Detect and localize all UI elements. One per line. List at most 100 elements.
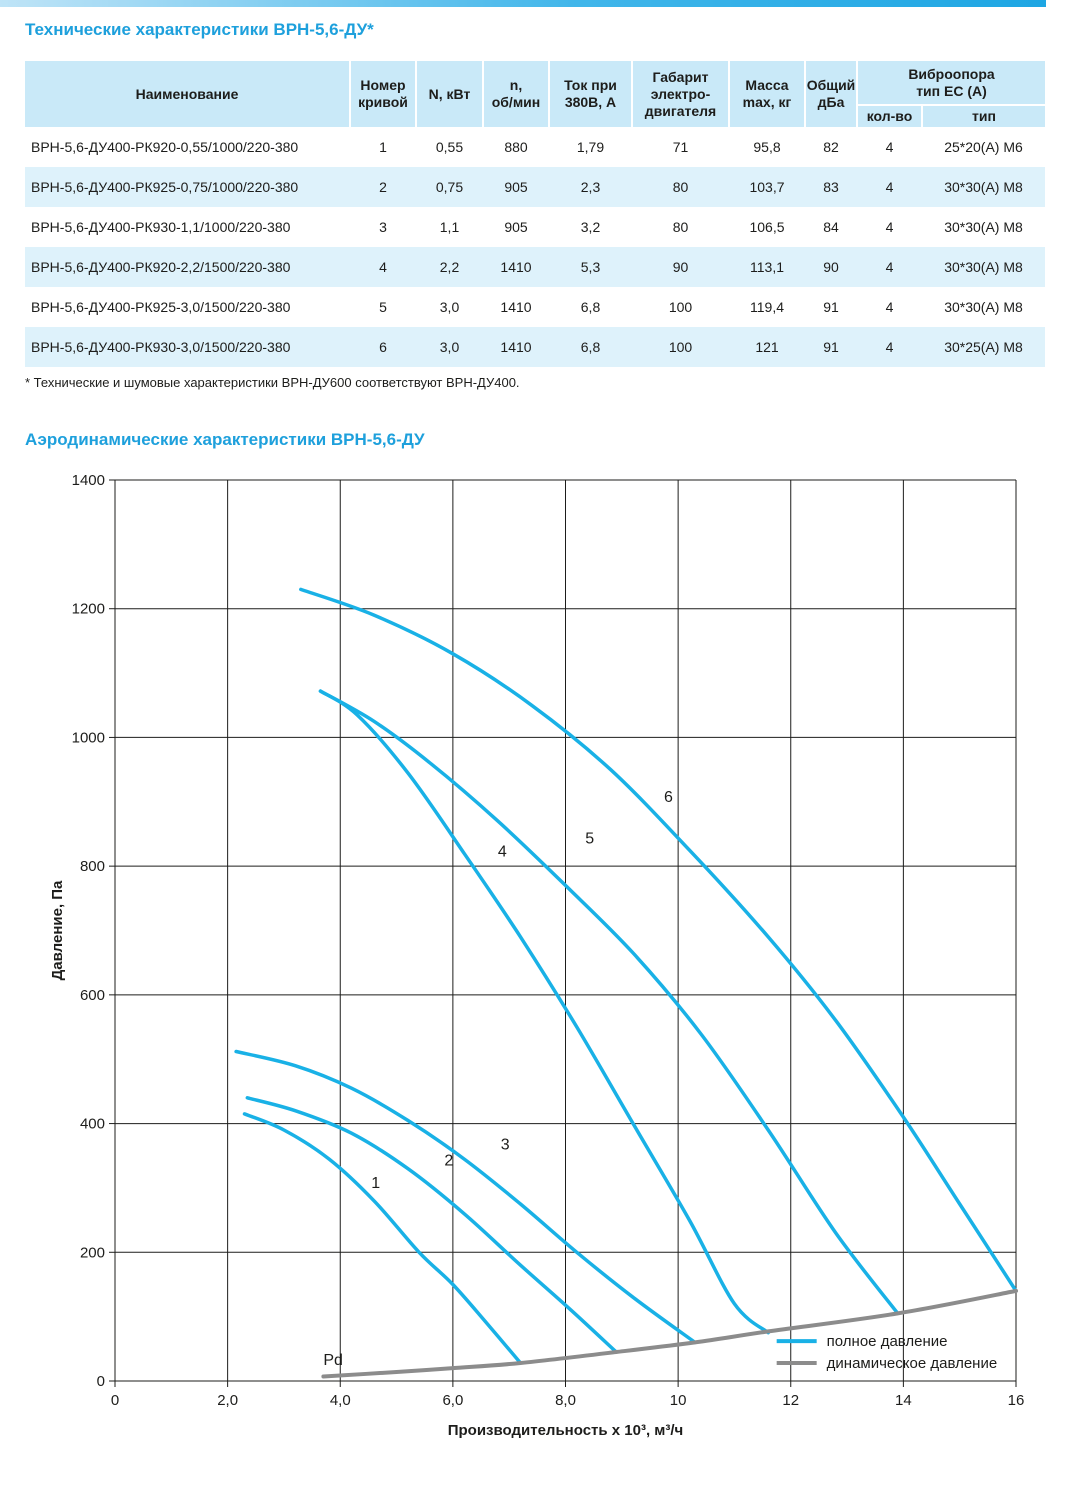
table-row: ВРН-5,6-ДУ400-РК930-3,0/1500/220-380 6 3,0… [25,327,1045,367]
x-tick-label: 6,0 [442,1392,463,1409]
th-frame-3: двигателя [644,102,717,119]
th-curve-1: Номер [360,77,406,93]
th-current-2: 380В, А [564,94,617,110]
row-value-cell: 1,1 [439,219,460,235]
row-name-cell: ВРН-5,6-ДУ400-РК920-0,55/1000/220-380 [31,139,299,155]
y-tick-label: 1200 [72,601,105,618]
row-value-cell: 6,8 [549,327,632,367]
table-row: ВРН-5,6-ДУ400-РК920-2,2/1500/220-380 4 2,2… [25,247,1045,287]
x-axis-label: Производительность х 10³, м³/ч [448,1422,684,1439]
row-value-cell: 2,2 [416,247,483,287]
curve-label: 6 [664,789,673,806]
row-value-cell: 4 [857,327,922,367]
row-value-cell: 3,0 [439,299,460,315]
pressure-curve-4 [318,689,770,1335]
table-row: ВРН-5,6-ДУ400-РК920-0,55/1000/220-380 1 0,… [25,127,1045,167]
th-vib-qty: кол-во [856,104,922,127]
row-name-cell: ВРН-5,6-ДУ400-РК930-1,1/1000/220-380 [31,219,291,235]
row-value-cell: 90 [805,247,857,287]
x-tick-label: 10 [670,1392,687,1409]
pressure-curve-6 [299,587,1018,1293]
th-power: N, кВт [415,61,483,127]
th-noise: Общий дБа [804,61,857,127]
x-tick-label: 0 [111,1392,119,1409]
y-axis-label: Давление, Па [49,880,66,980]
row-value-cell: 84 [823,219,839,235]
th-curve: Номер кривой [349,61,416,127]
th-vib-2: тип ЕС (А) [916,82,987,99]
th-mass: Масса max, кг [728,61,805,127]
row-value-cell: 100 [668,299,693,315]
row-value-cell: 82 [823,139,839,155]
top-accent-bar [0,0,1046,7]
th-current-1: Ток при [564,77,617,93]
row-value-cell: 25*20(А) М6 [944,139,1023,155]
row-value-cell: 4 [885,139,894,155]
row-value-cell: 30*30(А) М8 [944,219,1023,235]
row-value-cell: 30*30(А) М8 [922,167,1045,207]
row-value-cell: 905 [483,167,549,207]
th-name: Наименование [25,61,350,127]
row-value-cell: 1,79 [576,139,605,155]
table-row: ВРН-5,6-ДУ400-РК925-3,0/1500/220-380 5 3,0… [25,287,1045,327]
pressure-curve-3 [234,1049,697,1345]
row-value-cell: 4 [350,247,416,287]
th-rpm: n, об/мин [482,61,549,127]
page-title: Технические характеристики ВРН-5,6-ДУ* [25,20,374,39]
row-value-cell: 3 [379,219,387,235]
row-name-cell: ВРН-5,6-ДУ400-РК925-3,0/1500/220-380 [31,299,291,315]
row-value-cell: 0,55 [435,139,464,155]
row-value-cell: 4 [885,219,894,235]
row-name-cell: ВРН-5,6-ДУ400-РК925-0,75/1000/220-380 [25,167,350,207]
th-current: Ток при 380В, А [548,61,632,127]
row-value-cell: 80 [632,167,729,207]
curve-label: 3 [501,1136,510,1153]
row-value-cell: 5,3 [549,247,632,287]
curve-label: 1 [371,1175,380,1192]
th-frame-2: электро- [650,85,711,102]
row-value-cell: 91 [805,327,857,367]
pressure-curve-1 [242,1112,523,1365]
row-value-cell: 3,0 [416,327,483,367]
table-row: ВРН-5,6-ДУ400-РК930-1,1/1000/220-380 3 1,1… [25,207,1045,247]
x-tick-label: 14 [895,1392,912,1409]
th-frame-1: Габарит [652,68,709,85]
th-rpm-1: n, [509,77,523,93]
y-tick-label: 1000 [72,729,105,746]
table-row: ВРН-5,6-ДУ400-РК925-0,75/1000/220-380 2 0,… [25,167,1045,207]
row-name-cell: ВРН-5,6-ДУ400-РК920-2,2/1500/220-380 [25,247,350,287]
row-value-cell: 0,75 [416,167,483,207]
row-value-cell: 3,2 [580,219,601,235]
th-vib-type: тип [921,104,1045,127]
aero-chart: 0 2,0 4,0 6,0 8,0 10 12 14 160200400600800100012… [49,472,1025,1439]
row-value-cell: 119,4 [750,299,784,315]
x-tick-label: 12 [782,1392,799,1409]
row-value-cell: 71 [672,139,689,155]
row-name-cell: ВРН-5,6-ДУ400-РК930-3,0/1500/220-380 [25,327,350,367]
row-value-cell: 4 [885,299,894,315]
row-value-cell: 95,8 [753,139,781,155]
th-mass-2: max, кг [742,94,792,110]
row-value-cell: 100 [632,327,729,367]
y-tick-label: 600 [80,987,105,1004]
curve-label: 4 [498,843,507,860]
pressure-curve-5 [318,689,900,1316]
row-value-cell: 905 [504,219,528,235]
legend-label: динамическое давление [827,1355,998,1372]
row-value-cell: 30*25(А) М8 [922,327,1045,367]
row-value-cell: 121 [729,327,805,367]
footnote: * Технические и шумовые характеристики В… [25,375,520,390]
row-value-cell: 1410 [483,247,549,287]
row-value-cell: 1410 [500,299,532,315]
row-value-cell: 2 [350,167,416,207]
spec-table: Наименование Номер кривой N, кВт n, об/мин… [25,61,1045,367]
th-frame: Габарит электро-двигателя [631,61,729,127]
x-tick-label: 4,0 [330,1392,351,1409]
row-value-cell: 113,1 [729,247,805,287]
row-value-cell: 5 [379,299,387,315]
row-value-cell: 106,5 [749,219,785,235]
curve-label: Pd [323,1352,343,1369]
th-vib-1: Виброопора [908,65,995,82]
row-value-cell: 1 [379,139,387,155]
x-tick-label: 16 [1008,1392,1025,1409]
